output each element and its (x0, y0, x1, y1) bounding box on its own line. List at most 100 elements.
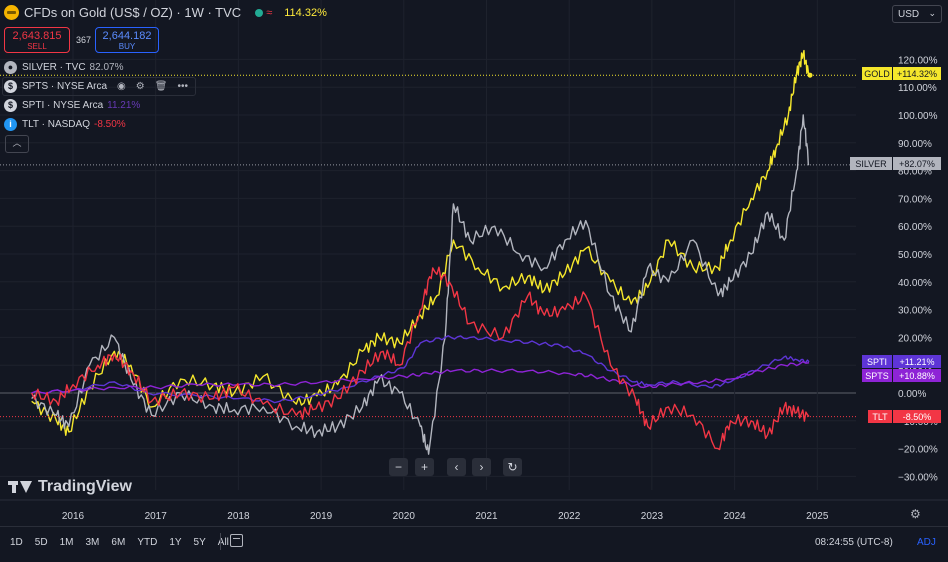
timezone-clock[interactable]: 08:24:55 (UTC-8) (815, 537, 893, 548)
range-3m[interactable]: 3M (85, 537, 100, 548)
data-wave-icon: ≈ (266, 6, 273, 19)
x-tick-label: 2025 (806, 511, 829, 522)
price-tags: GOLD +114.32% SILVER +82.07% SPTI +11.21% SPTS… (850, 67, 941, 423)
range-ytd[interactable]: YTD (137, 537, 158, 548)
legend-item-tlt[interactable]: i TLT · NASDAQ -8.50% (4, 118, 126, 131)
range-5y[interactable]: 5Y (193, 537, 206, 548)
settings-icon[interactable]: ⚙ (135, 81, 145, 92)
legend-tools: ◉ ⚙ 🗑 ••• (117, 81, 198, 92)
legend-item-silver[interactable]: ● SILVER · TVC 82.07% (4, 61, 123, 74)
x-tick-label: 2023 (641, 511, 664, 522)
y-tick-label: 40.00% (898, 278, 932, 289)
range-1y[interactable]: 1Y (169, 537, 182, 548)
market-open-icon (255, 8, 264, 17)
chart-series (0, 49, 856, 455)
y-tick-label: 120.00% (898, 55, 938, 66)
range-5d[interactable]: 5D (34, 537, 48, 548)
y-tick-label: 50.00% (898, 250, 932, 261)
y-tick-label: 70.00% (898, 194, 932, 205)
tradingview-logo[interactable]: TradingView (8, 478, 132, 496)
y-tick-label: 60.00% (898, 222, 932, 233)
y-tick-label: 30.00% (898, 306, 932, 317)
last-point-gold (807, 72, 813, 78)
silver-symbol-icon: ● (4, 61, 17, 74)
info-symbol-icon: i (4, 118, 17, 131)
y-tick-label: 0.00% (898, 389, 926, 400)
x-tick-label: 2019 (310, 511, 333, 522)
y-tick-label: 100.00% (898, 111, 938, 122)
series-name-spti: SPTI (867, 357, 887, 367)
y-tick-label: 20.00% (898, 333, 932, 344)
price-chart[interactable]: 2016 2017 2018 2019 2020 2021 2022 2023 2024 2025… (0, 0, 948, 526)
series-name-tag-tlt (868, 410, 892, 423)
more-icon[interactable]: ••• (177, 81, 188, 92)
x-tick-label: 2024 (723, 511, 746, 522)
dollar-symbol-icon: $ (4, 99, 17, 112)
gold-symbol-icon (4, 5, 19, 20)
legend-hover-box (2, 77, 196, 96)
range-1d[interactable]: 1D (10, 537, 23, 548)
series-name-tag-gold (862, 67, 892, 80)
calendar-icon[interactable] (230, 534, 243, 547)
x-tick-label: 2017 (145, 511, 168, 522)
range-all[interactable]: All (217, 537, 229, 548)
symbol-title: CFDs on Gold (US$ / OZ) · 1W · TVC (24, 5, 242, 20)
range-1m[interactable]: 1M (59, 537, 74, 548)
currency-select[interactable]: USD ⌄ (892, 5, 942, 23)
legend-item-spti[interactable]: $ SPTI · NYSE Arca 11.21% (4, 99, 140, 112)
series-line-tlt (31, 266, 810, 451)
scroll-right-button[interactable]: › (472, 458, 491, 476)
x-tick-label: 2016 (62, 511, 85, 522)
chart-grid (0, 0, 856, 490)
tradingview-icon (8, 480, 34, 494)
zoom-out-button[interactable]: − (389, 458, 408, 476)
last-value-tag-tlt (893, 410, 941, 423)
sell-button[interactable]: 2,643.815 SELL (4, 27, 70, 53)
last-value-tag-spti (893, 355, 941, 368)
series-name-spts: SPTS (865, 371, 889, 381)
gear-icon[interactable]: ⚙ (910, 507, 921, 521)
zoom-in-button[interactable]: + (415, 458, 434, 476)
chevron-down-icon: ⌄ (928, 8, 936, 18)
last-value-tag-spts (893, 369, 941, 382)
y-tick-label: 110.00% (898, 83, 937, 94)
last-value-spti: +11.21% (899, 357, 934, 367)
series-name-gold: GOLD (864, 69, 890, 79)
adj-toggle[interactable]: ADJ (917, 537, 936, 548)
dollar-symbol-icon: $ (4, 80, 17, 93)
last-value-silver: +82.07% (899, 159, 935, 169)
last-value-tag-gold (893, 67, 941, 80)
series-name-tlt: TLT (872, 412, 888, 422)
spread-value: 367 (76, 35, 92, 45)
scroll-left-button[interactable]: ‹ (447, 458, 466, 476)
last-value-spts: +10.88% (899, 371, 935, 381)
legend-item-spts[interactable]: $ SPTS · NYSE Arca ◉ ⚙ 🗑 ••• (4, 80, 198, 93)
series-line-spts (31, 360, 810, 395)
bottom-toolbar: 1D 5D 1M 3M 6M YTD 1Y 5Y All 08:24:55 (UTC-8) AD… (0, 526, 948, 562)
y-tick-label: −20.00% (898, 445, 938, 456)
buy-button[interactable]: 2,644.182 BUY (95, 27, 159, 53)
y-tick-label: 90.00% (898, 139, 932, 150)
eye-icon[interactable]: ◉ (117, 81, 126, 92)
time-axis: 2016 2017 2018 2019 2020 2021 2022 2023 2024 2025 (0, 499, 948, 522)
last-value-gold: +114.32% (897, 69, 937, 79)
series-line-gold (31, 49, 810, 436)
x-tick-label: 2021 (475, 511, 498, 522)
symbol-header[interactable]: CFDs on Gold (US$ / OZ) · 1W · TVC ≈ 114… (4, 5, 327, 20)
x-tick-label: 2022 (558, 511, 581, 522)
symbol-change: 114.32% (284, 6, 327, 19)
range-6m[interactable]: 6M (111, 537, 126, 548)
x-tick-label: 2018 (227, 511, 250, 522)
trash-icon[interactable]: 🗑 (154, 81, 168, 92)
last-value-tlt: -8.50% (903, 412, 932, 422)
collapse-legend-button[interactable]: ︿ (5, 135, 29, 153)
y-tick-label: −30.00% (898, 472, 938, 483)
date-ranges: 1D 5D 1M 3M 6M YTD 1Y 5Y All (10, 537, 241, 548)
series-name-tag-silver (850, 157, 892, 170)
series-name-tag-spti (862, 355, 892, 368)
series-name-silver: SILVER (855, 159, 887, 169)
reset-chart-button[interactable]: ↻ (503, 458, 522, 476)
series-name-tag-spts (862, 369, 892, 382)
toolbar-divider (220, 533, 221, 550)
y-tick-label: 80.00% (898, 167, 932, 178)
